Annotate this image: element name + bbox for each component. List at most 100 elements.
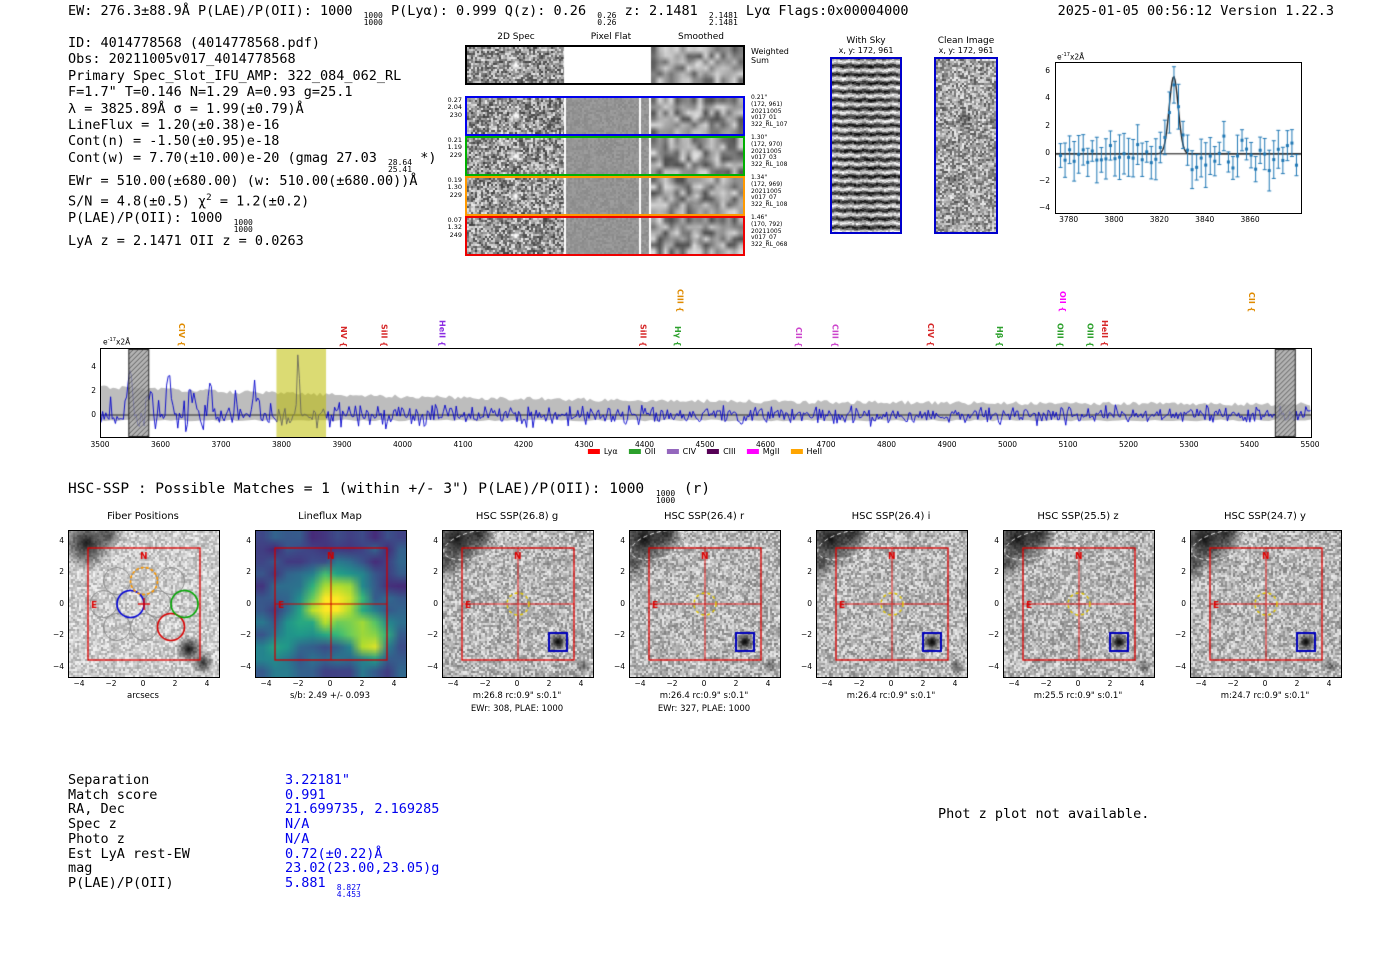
match-value-segment: N/A xyxy=(285,816,310,833)
cutout-x-tick-label: 0 xyxy=(140,679,146,688)
legend-swatch xyxy=(628,449,641,454)
match-field-value: 23.02(23.00,23.05)g xyxy=(285,860,439,876)
fiber-2d-row xyxy=(465,96,745,136)
cutout-caption: m:25.5 rc:0.9" s:0.1" xyxy=(1033,691,1123,701)
spectrum-x-tick-label: 3800 xyxy=(271,440,292,449)
cutout-panel-image xyxy=(816,530,968,678)
spectrum-x-tick-label: 5300 xyxy=(1179,440,1199,449)
hsc-segment: HSC-SSP : Possible Matches = 1 (within +… xyxy=(68,481,653,497)
legend-label: HeII xyxy=(806,447,823,456)
fiber-weight-value: 0.21 xyxy=(447,136,462,144)
weighted-sum-strip-image xyxy=(467,47,743,83)
fiber-2d-row-image xyxy=(467,218,743,254)
cutout-x-tick-label: 4 xyxy=(578,679,584,688)
stacked-fraction: 0.26 0.26 xyxy=(597,11,617,28)
legend-label: CIII xyxy=(723,447,736,456)
info-line: S/N = 4.8(±0.5) χ2 = 1.2(±0.2) xyxy=(68,190,436,210)
info-segment: Primary Spec_Slot_IFU_AMP: 322_084_062_R… xyxy=(68,67,402,84)
emission-line-label: CII { xyxy=(1247,291,1257,312)
cutout-y-tick-label: 0 xyxy=(433,598,438,608)
info-line: LyA z = 2.1471 OII z = 0.0263 xyxy=(68,233,436,249)
legend-item: Lyα xyxy=(587,447,618,456)
cutout-y-tick-label: −2 xyxy=(239,630,251,639)
zoom-plot-canvas xyxy=(1056,63,1301,213)
legend-swatch xyxy=(587,449,600,454)
cutout-x-tick-label: −2 xyxy=(853,679,865,688)
cutout-x-tick-label: 2 xyxy=(733,679,739,688)
col-header-smoothed: Smoothed xyxy=(678,32,724,42)
info-line: Obs: 20211005v017_4014778568 xyxy=(68,51,436,67)
cutout-y-tick-label: 4 xyxy=(59,535,64,545)
fiber-id-line: 20211005 xyxy=(751,147,782,155)
emission-line-label: OIII { xyxy=(1055,322,1065,347)
info-line: Primary Spec_Slot_IFU_AMP: 322_084_062_R… xyxy=(68,68,436,84)
cutout-x-tick-label: 4 xyxy=(391,679,397,688)
fiber-id-line: v017_01 xyxy=(751,114,777,122)
info-line: Cont(n) = -1.50(±0.95)e-18 xyxy=(68,133,436,149)
cutout-y-tick-label: 4 xyxy=(246,535,251,545)
cutout-panel-title: HSC SSP(26.4) i xyxy=(851,511,931,522)
spectrum-x-tick-label: 5000 xyxy=(997,440,1018,449)
cutout-caption: m:26.4 rc:0.9" s:0.1" xyxy=(659,691,749,701)
emission-line-label: CIV { xyxy=(176,323,186,347)
cutout-y-tick-label: 2 xyxy=(994,567,999,576)
fiber-weight-value: 230 xyxy=(449,110,462,119)
fiber-row-id: 1.30" (172, 970) 20211005 v017_03 322_RL_108 xyxy=(751,134,787,169)
cutout-panel-image xyxy=(442,530,594,678)
info-segment: Cont(w) = 7.70(±10.00)e-20 (gmag 27.03 xyxy=(68,149,385,166)
info-line: P(LAE)/P(OII): 1000 1000 1000 xyxy=(68,210,436,234)
cutout-x-tick-label: −4 xyxy=(260,679,272,688)
cutout-panel-image xyxy=(1003,530,1155,678)
cutout-caption: EWr: 327, PLAE: 1000 xyxy=(657,704,751,714)
fiber-row-id: 0.21" (172, 961) 20211005 v017_01 322_RL_107 xyxy=(751,94,787,129)
col-header-2d-spec: 2D Spec xyxy=(497,32,535,42)
legend-label: OII xyxy=(644,447,656,456)
match-field-value: 21.699735, 2.169285 xyxy=(285,801,439,817)
fiber-weight-value: 229 xyxy=(449,190,462,199)
cutout-y-tick-label: 4 xyxy=(620,535,625,545)
cutout-y-tick-label: −2 xyxy=(800,630,812,639)
cutout-x-tick-label: 2 xyxy=(1294,679,1300,688)
match-value-segment: 21.699735, 2.169285 xyxy=(285,801,440,818)
emission-line-label: Hβ { xyxy=(994,326,1004,347)
fiber-id-line: v017_07 xyxy=(751,194,777,202)
zoom-x-tick-label: 3820 xyxy=(1149,215,1169,224)
emission-line-label: OII { xyxy=(1057,290,1067,312)
legend-label: CIV xyxy=(682,447,697,456)
cutout-y-tick-label: −4 xyxy=(52,661,64,671)
cutout-canvas-fiber xyxy=(69,531,219,677)
cutout-y-tick-label: −4 xyxy=(239,661,251,671)
match-value-segment: N/A xyxy=(285,830,310,847)
spectrum-ylabel: e-17x2Å xyxy=(103,337,130,347)
spectrum-x-tick-label: 4600 xyxy=(755,440,776,449)
emission-line-label: HeII { xyxy=(437,320,447,347)
stacked-fraction: 1000 1000 xyxy=(363,11,383,28)
cutout-x-tick-label: 2 xyxy=(1107,679,1113,688)
cutout-y-tick-label: 0 xyxy=(994,598,999,608)
fiber-weight-value: 0.07 xyxy=(447,216,462,224)
cutout-y-tick-label: 2 xyxy=(807,567,812,576)
ylabel-segment: e xyxy=(1057,52,1062,62)
zoom-y-tick-label: 6 xyxy=(1045,65,1050,75)
info-segment: F=1.7" T=0.146 N=1.29 A=0.93 g=25.1 xyxy=(68,84,353,101)
emission-line-label: HeII { xyxy=(1100,320,1110,347)
cutout-y-tick-label: 4 xyxy=(807,535,812,545)
match-field-label: Separation xyxy=(68,772,150,788)
info-line: EWr = 510.00(±680.00) (w: 510.00(±680.00… xyxy=(68,173,436,189)
info-line: λ = 3825.89Å σ = 1.99(±0.79)Å xyxy=(68,101,436,117)
match-field-value: N/A xyxy=(285,816,309,832)
fiber-row-id: 1.46" (170, 792) 20211005 v017_07 322_RL_068 xyxy=(751,214,787,249)
emission-line-label: CIV { xyxy=(925,323,935,347)
info-segment: λ = 3825.89Å σ = 1.99(±0.79)Å xyxy=(68,100,304,117)
stacked-fraction: 2.1481 2.1481 xyxy=(708,11,738,28)
cutout-x-tick-label: 2 xyxy=(359,679,365,688)
full-spectrum-plot xyxy=(100,348,1312,438)
spectrum-x-tick-label: 5200 xyxy=(1118,440,1139,449)
info-segment: ID: 4014778568 (4014778568.pdf) xyxy=(68,35,320,51)
legend-item: OII xyxy=(628,447,656,456)
fiber-weight-value: 0.19 xyxy=(447,176,462,184)
cutout-y-tick-label: 0 xyxy=(1181,598,1186,608)
spectrum-x-tick-label: 4100 xyxy=(453,440,473,449)
fiber-2d-row-image xyxy=(467,138,743,174)
cutout-y-tick-label: 0 xyxy=(807,598,812,608)
